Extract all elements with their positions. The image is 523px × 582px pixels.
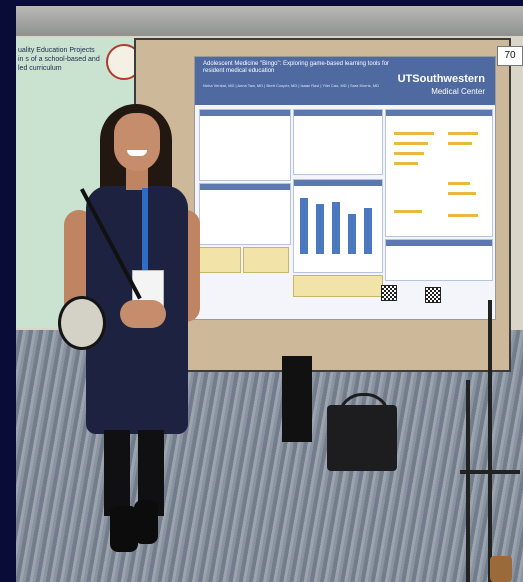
person-right-boot [134, 500, 158, 544]
chart-bar [300, 198, 308, 254]
chart-bar [316, 204, 324, 254]
round-purse [58, 296, 106, 350]
poster-references [385, 239, 493, 281]
chart-bar [332, 202, 340, 254]
poster-bar-chart [293, 179, 383, 273]
poster-title: Adolescent Medicine "Bingo": Exploring g… [203, 61, 390, 74]
poster-callout-right [243, 247, 289, 273]
background-person-legs [282, 356, 312, 442]
poster-header: Adolescent Medicine "Bingo": Exploring g… [195, 57, 495, 105]
qr-code-icon [381, 285, 397, 301]
lanyard [142, 188, 148, 274]
poster-table [293, 109, 383, 175]
poster-conclusion-box [293, 275, 383, 297]
frame-left [0, 0, 16, 582]
easel-leg [466, 380, 470, 582]
easel-crossbar [460, 470, 520, 474]
poster-authors: Neha Venkat, MD | Anna Taw, MD | Brett C… [203, 83, 380, 88]
person-left-boot [110, 506, 138, 552]
frame-top [0, 0, 523, 6]
poster-section-methods [199, 183, 291, 245]
person-smile [127, 150, 147, 156]
institution-logo: UTSouthwestern [397, 73, 485, 85]
easel-leg [488, 300, 492, 582]
person-hands [120, 300, 166, 328]
person-face [114, 113, 160, 171]
drink-cup [490, 556, 512, 582]
poster-results-panel [385, 109, 493, 237]
black-tote-bag [327, 405, 397, 471]
board-number: 70 [497, 46, 523, 66]
chart-bar [348, 214, 356, 254]
qr-code-icon [425, 287, 441, 303]
person-left-leg [104, 430, 130, 516]
poster-section-background [199, 109, 291, 181]
chart-bar [364, 208, 372, 254]
research-poster: Adolescent Medicine "Bingo": Exploring g… [194, 56, 496, 320]
ceiling [16, 6, 523, 36]
institution-subtitle: Medical Center [431, 87, 485, 96]
poster-callout-left [199, 247, 241, 273]
person-neck [126, 168, 148, 190]
neighbor-poster-title: uality Education Projects in s of a scho… [18, 47, 100, 72]
